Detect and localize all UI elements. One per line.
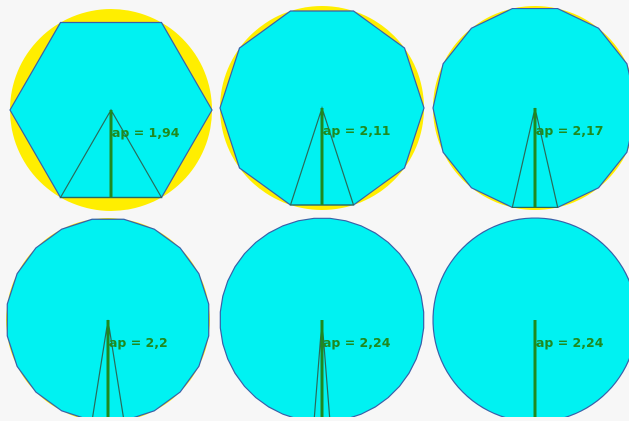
central-triangle (313, 319, 331, 421)
inscribed-polygon (432, 217, 629, 421)
panel-3: ap = 2,17 (432, 6, 629, 210)
inscribed-polygon (432, 7, 629, 209)
central-triangle (289, 106, 355, 206)
apothem-label: ap = 2,2 (109, 335, 168, 350)
apothem-label: ap = 2,11 (323, 123, 390, 138)
panel-1: ap = 1,94 (9, 9, 213, 211)
panel-4: ap = 2,2 (6, 218, 210, 421)
inscribed-polygon (219, 217, 425, 421)
panel-5: ap = 2,24 (219, 217, 425, 421)
apothem-label: ap = 2,24 (323, 335, 391, 350)
apothem-label: ap = 2,17 (536, 123, 603, 138)
panel-2: ap = 2,11 (219, 6, 425, 210)
panel-6: ap = 2,24 (432, 217, 629, 421)
central-triangle (59, 108, 163, 199)
apothem-label: ap = 2,24 (536, 335, 604, 350)
apothem-label: ap = 1,94 (112, 125, 180, 140)
